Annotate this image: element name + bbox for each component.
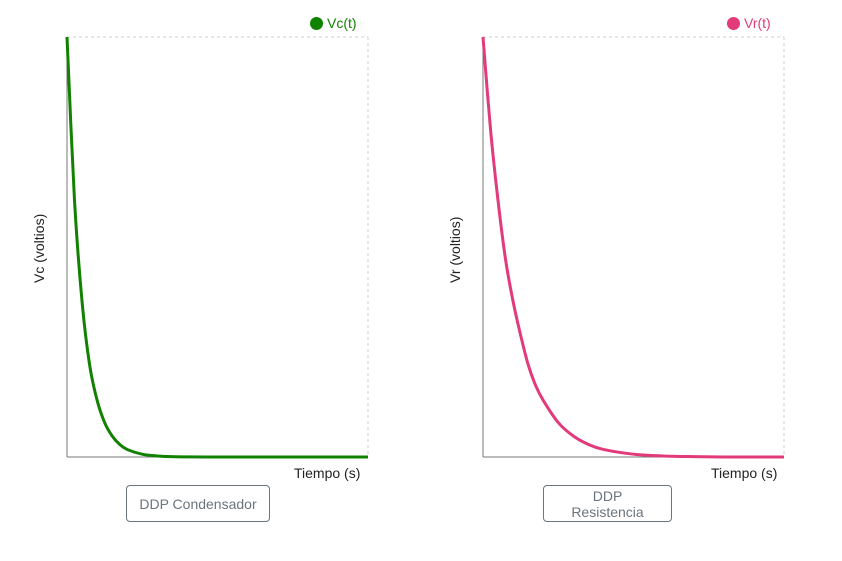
capacitor-voltage-chart — [65, 36, 369, 459]
legend-vr[interactable]: Vr(t) — [727, 15, 771, 31]
legend-dot-icon — [310, 16, 323, 30]
x-axis-label: Tiempo (s) — [294, 465, 361, 481]
legend-vc[interactable]: Vc(t) — [310, 15, 357, 31]
ddp-condensador-button[interactable]: DDP Condensador — [126, 485, 270, 522]
vc-series-line — [65, 36, 368, 459]
x-axis-label: Tiempo (s) — [711, 465, 778, 481]
vr-series-line — [481, 36, 784, 459]
chart-panel-capacitor: Vc(t) Vc (voltios) Tiempo (s) DDP Conden… — [31, 15, 369, 522]
y-axis-label: Vc (voltios) — [31, 213, 47, 283]
legend-label: Vr(t) — [744, 15, 771, 31]
legend-label: Vc(t) — [327, 15, 357, 31]
resistor-voltage-chart — [481, 36, 785, 459]
chart-panel-resistor: Vr(t) Vr (voltios) Tiempo (s) DDP Resist… — [421, 0, 842, 561]
y-axis-label: Vr (voltios) — [447, 216, 463, 283]
legend-dot-icon — [727, 16, 740, 30]
ddp-resistencia-button[interactable]: DDP Resistencia — [543, 485, 672, 522]
